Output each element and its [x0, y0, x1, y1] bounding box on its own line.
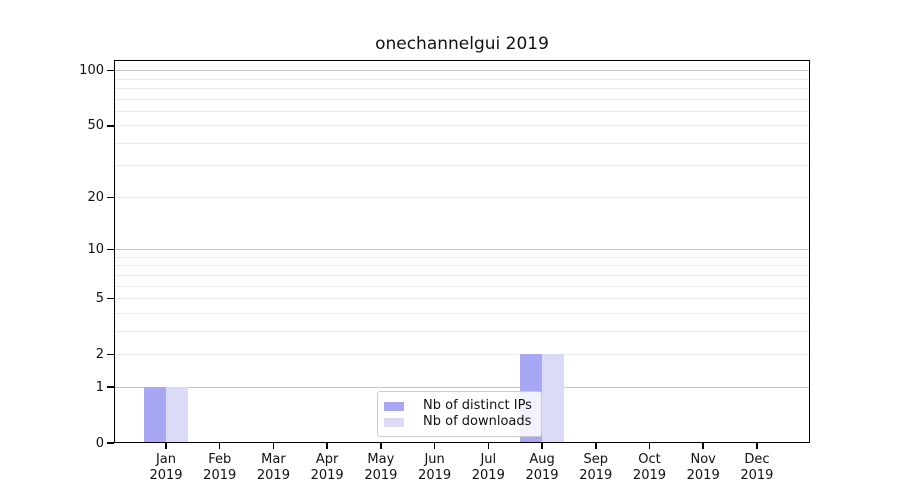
x-tick — [702, 443, 704, 449]
x-tick — [541, 443, 543, 449]
x-tick-month: Nov — [690, 452, 716, 467]
x-tick-month: Jun — [424, 452, 445, 467]
x-tick-month: May — [367, 452, 395, 467]
x-tick-label: Apr 2019 — [295, 452, 359, 484]
plot-border — [114, 59, 810, 443]
x-tick-year: 2019 — [686, 468, 720, 483]
gridline-minor — [114, 297, 810, 299]
x-tick-year: 2019 — [525, 468, 559, 483]
legend-item: Nb of distinct IPs — [384, 398, 532, 414]
y-tick-label: 0 — [95, 435, 104, 451]
gridline-minor — [114, 78, 810, 80]
gridline-minor — [114, 274, 810, 276]
gridline-minor — [114, 142, 810, 144]
x-tick-month: Feb — [208, 452, 232, 467]
y-tick-label: 1 — [95, 379, 104, 395]
x-tick-month: Oct — [638, 452, 661, 467]
y-tick — [107, 248, 114, 251]
x-tick-year: 2019 — [418, 468, 452, 483]
x-tick-year: 2019 — [579, 468, 613, 483]
chart-title: onechannelgui 2019 — [375, 34, 549, 54]
x-tick — [272, 443, 275, 449]
y-tick — [107, 297, 114, 300]
x-tick-year: 2019 — [256, 468, 290, 483]
gridline-minor — [114, 110, 810, 112]
gridline-major — [114, 70, 810, 72]
gridline-major — [114, 386, 810, 388]
x-tick — [218, 443, 221, 449]
x-tick-label: Nov 2019 — [671, 452, 735, 484]
x-tick — [648, 443, 651, 449]
bar-distinct-ips — [144, 387, 166, 443]
y-tick — [107, 196, 114, 199]
x-tick-label: Feb 2019 — [188, 452, 252, 484]
gridline-minor — [114, 285, 810, 287]
gridline-minor — [114, 312, 810, 314]
x-tick-month: Dec — [744, 452, 770, 467]
x-tick-year: 2019 — [364, 468, 398, 483]
x-tick-month: Aug — [529, 452, 555, 467]
x-tick-year: 2019 — [149, 468, 183, 483]
x-tick-month: Apr — [315, 452, 339, 467]
x-tick-year: 2019 — [740, 468, 774, 483]
gridline-minor — [114, 256, 810, 258]
x-tick — [326, 443, 328, 449]
legend-label: Nb of distinct IPs — [423, 398, 532, 413]
legend-item: Nb of downloads — [384, 414, 531, 430]
x-tick-label: Oct 2019 — [617, 452, 681, 484]
gridline-minor — [114, 330, 810, 332]
legend: Nb of distinct IPs Nb of downloads — [377, 391, 542, 437]
x-tick — [165, 443, 167, 449]
bar-downloads — [542, 354, 565, 443]
x-tick — [433, 443, 436, 449]
x-tick-month: Jul — [480, 452, 497, 467]
x-tick — [595, 443, 597, 449]
x-tick-year: 2019 — [310, 468, 344, 483]
y-tick-label: 50 — [87, 118, 104, 134]
y-tick — [107, 442, 114, 444]
x-tick-label: Aug 2019 — [510, 452, 574, 484]
x-tick-year: 2019 — [471, 468, 505, 483]
y-tick — [107, 386, 114, 388]
legend-swatch-icon — [384, 417, 404, 427]
x-tick — [487, 443, 490, 449]
x-tick-month: Jan — [155, 452, 177, 467]
y-tick — [107, 69, 114, 72]
x-tick-label: Sep 2019 — [564, 452, 628, 484]
gridline-minor — [114, 196, 810, 198]
gridline-minor — [114, 265, 810, 267]
x-tick-year: 2019 — [632, 468, 667, 483]
bar-downloads — [166, 387, 188, 443]
y-tick-label: 2 — [95, 346, 104, 362]
gridline-minor — [114, 125, 810, 127]
gridline-minor — [114, 87, 810, 89]
x-tick-label: Dec 2019 — [725, 452, 789, 484]
x-tick — [380, 443, 382, 449]
legend-swatch-icon — [384, 401, 404, 411]
x-tick-month: Sep — [583, 452, 608, 467]
gridline-minor — [114, 98, 810, 100]
x-tick-label: Jan 2019 — [134, 452, 198, 484]
y-tick — [107, 125, 114, 127]
y-tick-label: 100 — [79, 63, 104, 79]
y-tick-label: 20 — [87, 189, 104, 205]
x-tick-year: 2019 — [203, 468, 237, 483]
x-tick-label: Mar 2019 — [241, 452, 305, 484]
gridline-minor — [114, 353, 810, 355]
gridline-major — [114, 249, 810, 251]
x-tick — [756, 443, 758, 449]
x-tick-label: Jul 2019 — [456, 452, 520, 484]
y-tick-label: 5 — [95, 290, 104, 306]
gridline-minor — [114, 165, 810, 167]
x-tick-label: Jun 2019 — [403, 452, 467, 484]
x-tick-month: Mar — [261, 452, 286, 467]
y-tick-label: 10 — [87, 242, 104, 258]
x-tick-label: May 2019 — [349, 452, 413, 484]
y-tick — [107, 353, 114, 356]
legend-label: Nb of downloads — [423, 414, 532, 429]
